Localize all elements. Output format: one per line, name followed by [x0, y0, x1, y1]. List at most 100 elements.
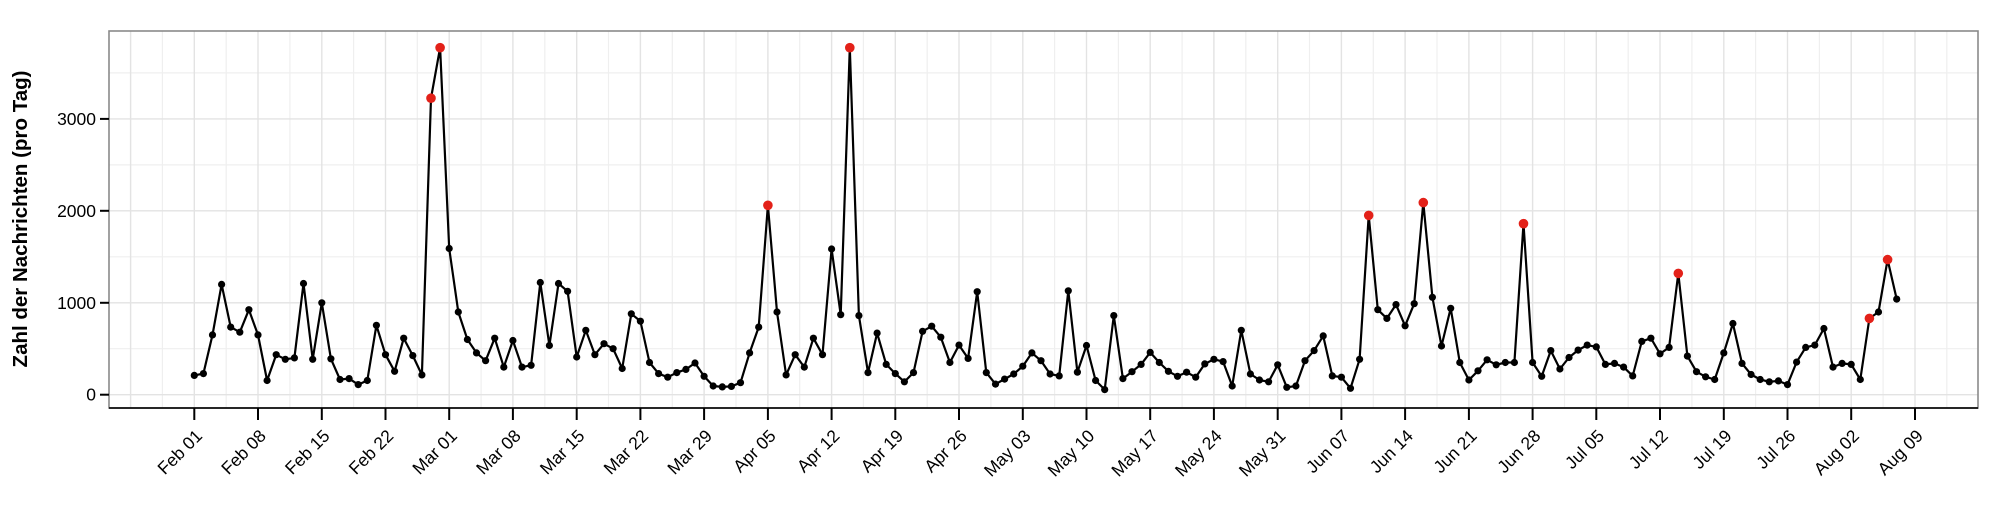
data-point: [1756, 375, 1764, 384]
data-point: [1647, 334, 1655, 342]
data-point: [1683, 352, 1691, 360]
data-point: [600, 340, 608, 348]
data-point: [828, 245, 836, 253]
data-point: [591, 351, 599, 359]
data-point: [527, 361, 535, 369]
x-tick-label: Feb 15: [281, 426, 334, 479]
data-point: [955, 341, 963, 349]
x-tick-label: Mar 29: [663, 426, 716, 479]
data-point: [245, 306, 253, 314]
x-tick-label: May 03: [980, 426, 1035, 481]
data-point: [1783, 381, 1792, 389]
data-point: [1620, 363, 1628, 371]
data-point: [1538, 372, 1546, 380]
highlight-point: [1418, 197, 1429, 208]
data-point: [1101, 386, 1109, 394]
highlight-point: [1363, 210, 1374, 221]
x-tick-label: Jul 05: [1561, 426, 1608, 473]
data-point: [673, 369, 681, 377]
data-point: [1346, 384, 1355, 392]
data-point: [1310, 347, 1318, 355]
data-point: [1410, 300, 1418, 308]
data-point: [1092, 376, 1100, 385]
data-point: [281, 355, 289, 363]
data-point: [227, 323, 235, 331]
data-point: [982, 369, 990, 377]
data-point: [1146, 348, 1154, 356]
data-point: [1556, 365, 1564, 373]
x-tick-label: Feb 22: [345, 426, 398, 479]
data-point: [782, 371, 790, 379]
data-point: [1711, 375, 1719, 384]
data-point: [254, 331, 262, 339]
data-point: [1292, 382, 1300, 390]
data-point: [290, 354, 298, 362]
data-point: [655, 370, 663, 378]
data-point: [1428, 293, 1436, 301]
data-point: [1137, 360, 1145, 368]
data-point: [1656, 350, 1664, 358]
data-point: [1574, 346, 1582, 354]
data-point: [1729, 319, 1737, 328]
data-point: [1856, 375, 1864, 384]
data-point: [946, 358, 954, 367]
data-point: [1510, 358, 1518, 367]
data-point: [454, 308, 462, 316]
data-point: [873, 329, 881, 337]
data-point: [1802, 343, 1810, 351]
x-tick-label: Jun 28: [1493, 426, 1544, 477]
data-point: [1638, 337, 1646, 345]
highlight-point: [1673, 268, 1684, 279]
x-tick-label: Apr 19: [857, 426, 908, 477]
data-point: [1301, 357, 1309, 365]
data-point: [1374, 306, 1382, 314]
data-point: [1274, 361, 1282, 369]
data-point: [190, 371, 198, 379]
highlight-point: [1864, 313, 1875, 324]
data-point: [299, 279, 308, 288]
data-point: [491, 334, 499, 342]
data-point: [618, 364, 626, 373]
data-point: [1037, 357, 1045, 365]
data-point: [272, 351, 280, 359]
data-point: [900, 378, 909, 386]
data-point: [1237, 326, 1245, 334]
data-point: [363, 376, 371, 385]
data-point: [208, 331, 217, 339]
data-point: [1447, 304, 1455, 312]
highlight-point: [435, 42, 445, 53]
data-point: [500, 363, 508, 371]
data-point: [1228, 382, 1236, 390]
data-point: [627, 310, 635, 318]
data-point: [199, 370, 207, 378]
data-point: [263, 376, 271, 385]
data-point: [1283, 383, 1291, 391]
data-point: [800, 363, 808, 371]
data-point: [564, 287, 572, 295]
data-point: [1155, 358, 1163, 367]
data-point: [400, 334, 408, 342]
data-point: [372, 321, 380, 329]
x-tick-label: Jun 14: [1366, 426, 1417, 477]
data-point: [1001, 375, 1009, 383]
y-tick-label: 3000: [57, 109, 96, 129]
x-tick-label: Jun 07: [1302, 426, 1353, 477]
data-point: [1265, 378, 1273, 386]
data-point: [1010, 370, 1018, 378]
data-point: [682, 365, 690, 373]
data-point: [1483, 356, 1491, 364]
data-point: [345, 375, 353, 383]
x-tick-label: May 31: [1235, 426, 1290, 481]
data-point: [391, 367, 399, 375]
data-point: [991, 380, 1000, 388]
data-point: [1665, 343, 1673, 351]
data-point: [1110, 312, 1118, 320]
data-point: [636, 317, 645, 325]
data-point: [1592, 343, 1600, 351]
panel-background: [109, 31, 1978, 408]
data-point: [1183, 368, 1191, 376]
data-point: [1692, 368, 1701, 376]
data-point: [1401, 322, 1409, 330]
highlight-point: [1518, 218, 1529, 229]
data-point: [318, 299, 326, 307]
